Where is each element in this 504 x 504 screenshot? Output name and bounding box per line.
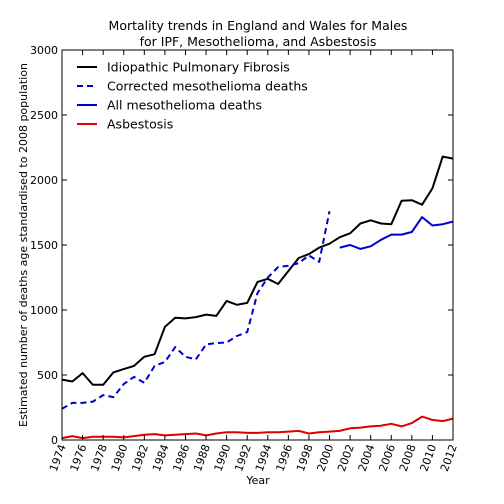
y-tick-label: 3000 (30, 44, 58, 57)
legend-label-2: All mesothelioma deaths (107, 98, 262, 113)
series-line-1 (61, 211, 331, 410)
x-axis-label: Year (245, 474, 270, 487)
series-line-0 (61, 155, 454, 386)
legend: Idiopathic Pulmonary Fibrosis Corrected m… (77, 60, 308, 132)
plot-area (61, 155, 454, 440)
series-line-2 (339, 216, 454, 250)
chart-subtitle: for IPF, Mesothelioma, and Asbestosis (140, 34, 377, 49)
legend-label-3: Asbestosis (107, 117, 173, 132)
y-tick-label: 1500 (30, 239, 58, 252)
y-axis-label: Estimated number of deaths age standardi… (17, 63, 30, 427)
y-axis-ticks: 0 500 1000 1500 2000 2500 3000 (30, 44, 453, 447)
chart-title: Mortality trends in England and Wales fo… (109, 18, 408, 33)
series-line-3 (61, 415, 454, 440)
y-tick-label: 500 (37, 369, 58, 382)
y-tick-label: 2500 (30, 109, 58, 122)
legend-label-1: Corrected mesothelioma deaths (107, 79, 308, 94)
y-tick-label: 2000 (30, 174, 58, 187)
y-tick-label: 1000 (30, 304, 58, 317)
y-tick-label: 0 (51, 434, 58, 447)
legend-label-0: Idiopathic Pulmonary Fibrosis (107, 60, 290, 75)
